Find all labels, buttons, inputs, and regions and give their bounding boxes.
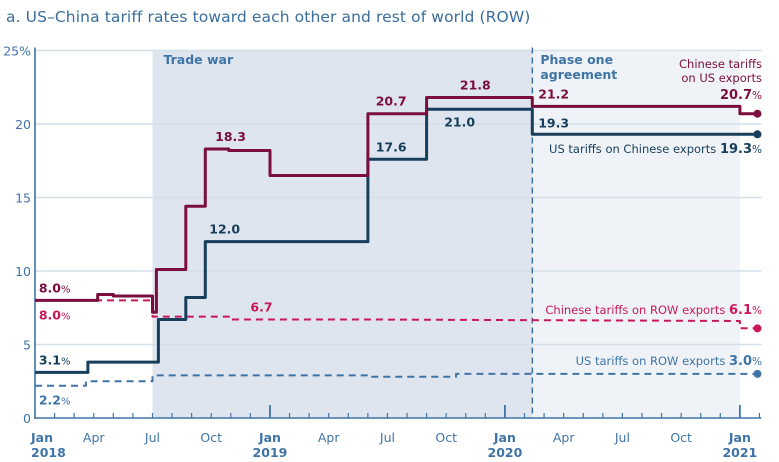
value-label-us-tariffs-on-chinese: 3.1% bbox=[39, 352, 71, 367]
series-end-marker-us-tariffs-on-chinese bbox=[753, 130, 762, 139]
series-end-marker-chinese-tariffs-on-us bbox=[753, 109, 762, 118]
phase-one-label-line1: Phase one bbox=[540, 52, 613, 67]
x-tick-label: Jul bbox=[379, 430, 395, 445]
y-tick-label-25: 25% bbox=[3, 44, 31, 59]
x-tick-label: Oct bbox=[435, 430, 457, 445]
trade-war-shading bbox=[152, 50, 533, 418]
value-label-us-tariffs-on-chinese: 17.6 bbox=[376, 139, 407, 154]
x-tick-label: Jan bbox=[30, 430, 53, 445]
series-end-marker-us-tariffs-on-row bbox=[753, 369, 762, 378]
value-label-chinese-tariffs-on-us: 21.8 bbox=[460, 78, 491, 93]
x-tick-label: Jul bbox=[614, 430, 630, 445]
x-tick-year-label: 2019 bbox=[253, 445, 288, 460]
x-tick-label: Apr bbox=[83, 430, 105, 445]
x-tick-year-label: 2018 bbox=[31, 445, 66, 460]
value-label-chinese-tariffs-on-row: 6.7 bbox=[250, 300, 272, 315]
series-legend-chinese-tariffs-on-us-value: 20.7% bbox=[720, 88, 762, 103]
y-tick-label-20: 20 bbox=[15, 117, 31, 132]
value-label-chinese-tariffs-on-us: 8.0% bbox=[39, 280, 71, 295]
x-tick-label: Oct bbox=[200, 430, 222, 445]
series-legend-chinese-tariffs-on-row: Chinese tariffs on ROW exports 6.1% bbox=[545, 303, 762, 318]
value-label-us-tariffs-on-row: 2.2% bbox=[39, 393, 71, 408]
value-label-us-tariffs-on-chinese: 12.0 bbox=[209, 222, 240, 237]
y-tick-label-5: 5 bbox=[23, 338, 31, 353]
x-tick-label: Jan bbox=[258, 430, 281, 445]
value-label-chinese-tariffs-on-us: 20.7 bbox=[376, 94, 407, 109]
series-line-chinese-tariffs-on-us bbox=[35, 96, 758, 314]
y-tick-label-0: 0 bbox=[23, 411, 31, 426]
series-line-us-tariffs-on-row bbox=[35, 372, 758, 387]
y-tick-label-15: 15 bbox=[15, 191, 31, 206]
x-tick-label: Oct bbox=[670, 430, 692, 445]
series-legend-chinese-tariffs-on-us-line2: on US exports bbox=[681, 71, 762, 85]
phase-one-shading bbox=[532, 50, 740, 418]
series-legend-us-tariffs-on-row: US tariffs on ROW exports 3.0% bbox=[576, 354, 762, 369]
x-tick-label: Jul bbox=[144, 430, 160, 445]
value-label-chinese-tariffs-on-row: 8.0% bbox=[39, 307, 71, 322]
series-line-us-tariffs-on-chinese bbox=[35, 107, 758, 374]
value-label-us-tariffs-on-chinese: 19.3 bbox=[538, 115, 569, 130]
series-legend-us-tariffs-on-chinese: US tariffs on Chinese exports 19.3% bbox=[549, 142, 762, 157]
x-tick-label: Jan bbox=[728, 430, 751, 445]
value-label-chinese-tariffs-on-us: 21.2 bbox=[538, 86, 569, 101]
value-label-us-tariffs-on-chinese: 21.0 bbox=[444, 114, 475, 129]
phase-one-label-line2: agreement bbox=[540, 67, 617, 82]
trade-war-label: Trade war bbox=[163, 52, 234, 67]
chart-title: a. US–China tariff rates toward each oth… bbox=[6, 8, 531, 26]
y-tick-label-10: 10 bbox=[15, 264, 31, 279]
x-tick-label: Apr bbox=[318, 430, 340, 445]
x-tick-year-label: 2020 bbox=[488, 445, 523, 460]
x-tick-label: Apr bbox=[553, 430, 575, 445]
x-tick-label: Jan bbox=[493, 430, 516, 445]
x-tick-year-label: 2021 bbox=[722, 445, 757, 460]
series-end-marker-chinese-tariffs-on-row bbox=[753, 324, 762, 333]
series-legend-chinese-tariffs-on-us-line1: Chinese tariffs bbox=[679, 57, 762, 71]
value-label-chinese-tariffs-on-us: 18.3 bbox=[215, 129, 246, 144]
